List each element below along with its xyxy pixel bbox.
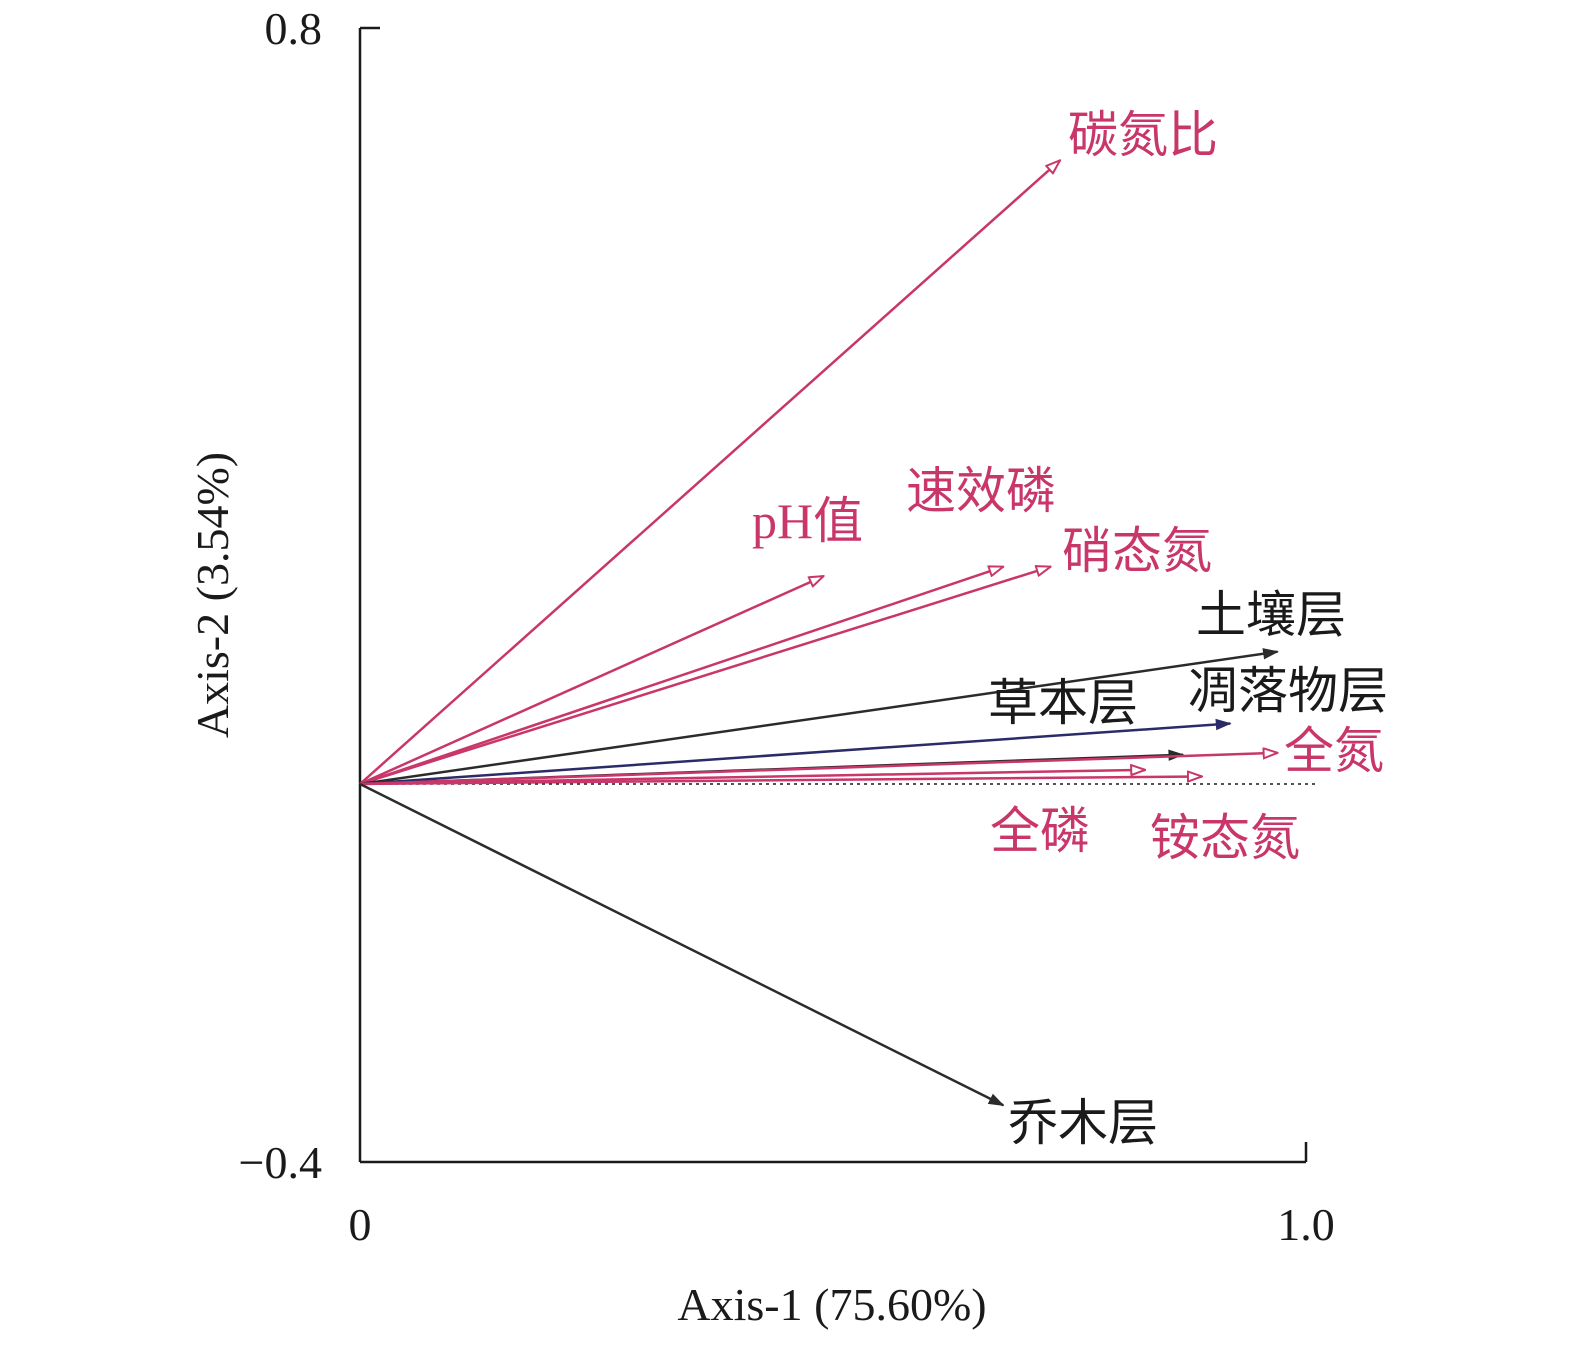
vector-arrow [359,576,824,786]
vector-arrow [359,652,1278,786]
vector-label: 土壤层 [1196,587,1346,643]
vector-arrow [359,776,1202,786]
y-tick-top: 0.8 [265,3,323,54]
x-axis-title: Axis-1 (75.60%) [677,1279,986,1330]
vector-arrow [359,782,1003,1107]
vector-label: 凋落物层 [1188,663,1388,719]
x-tick-left: 0 [349,1199,372,1250]
vector-label: 碳氮比 [1068,107,1218,163]
vector-arrow [359,724,1230,786]
y-tick-bottom: −0.4 [239,1137,322,1188]
vector-label: 草本层 [988,675,1138,731]
vector-label: 全氮 [1284,723,1384,779]
vector-label: pH值 [752,493,863,549]
vector-arrow [359,753,1278,786]
vector-arrow [359,160,1060,785]
x-tick-right: 1.0 [1277,1199,1335,1250]
vector-arrow [359,567,1051,786]
vector-label: 硝态氮 [1062,523,1212,579]
y-axis-title: Axis-2 (3.54%) [187,452,238,738]
vector-label: 铵态氮 [1150,810,1300,866]
vector-label: 速效磷 [906,463,1056,519]
vector-arrow [359,567,1003,786]
vector-label: 乔木层 [1008,1095,1158,1151]
vector-label: 全磷 [990,803,1090,859]
